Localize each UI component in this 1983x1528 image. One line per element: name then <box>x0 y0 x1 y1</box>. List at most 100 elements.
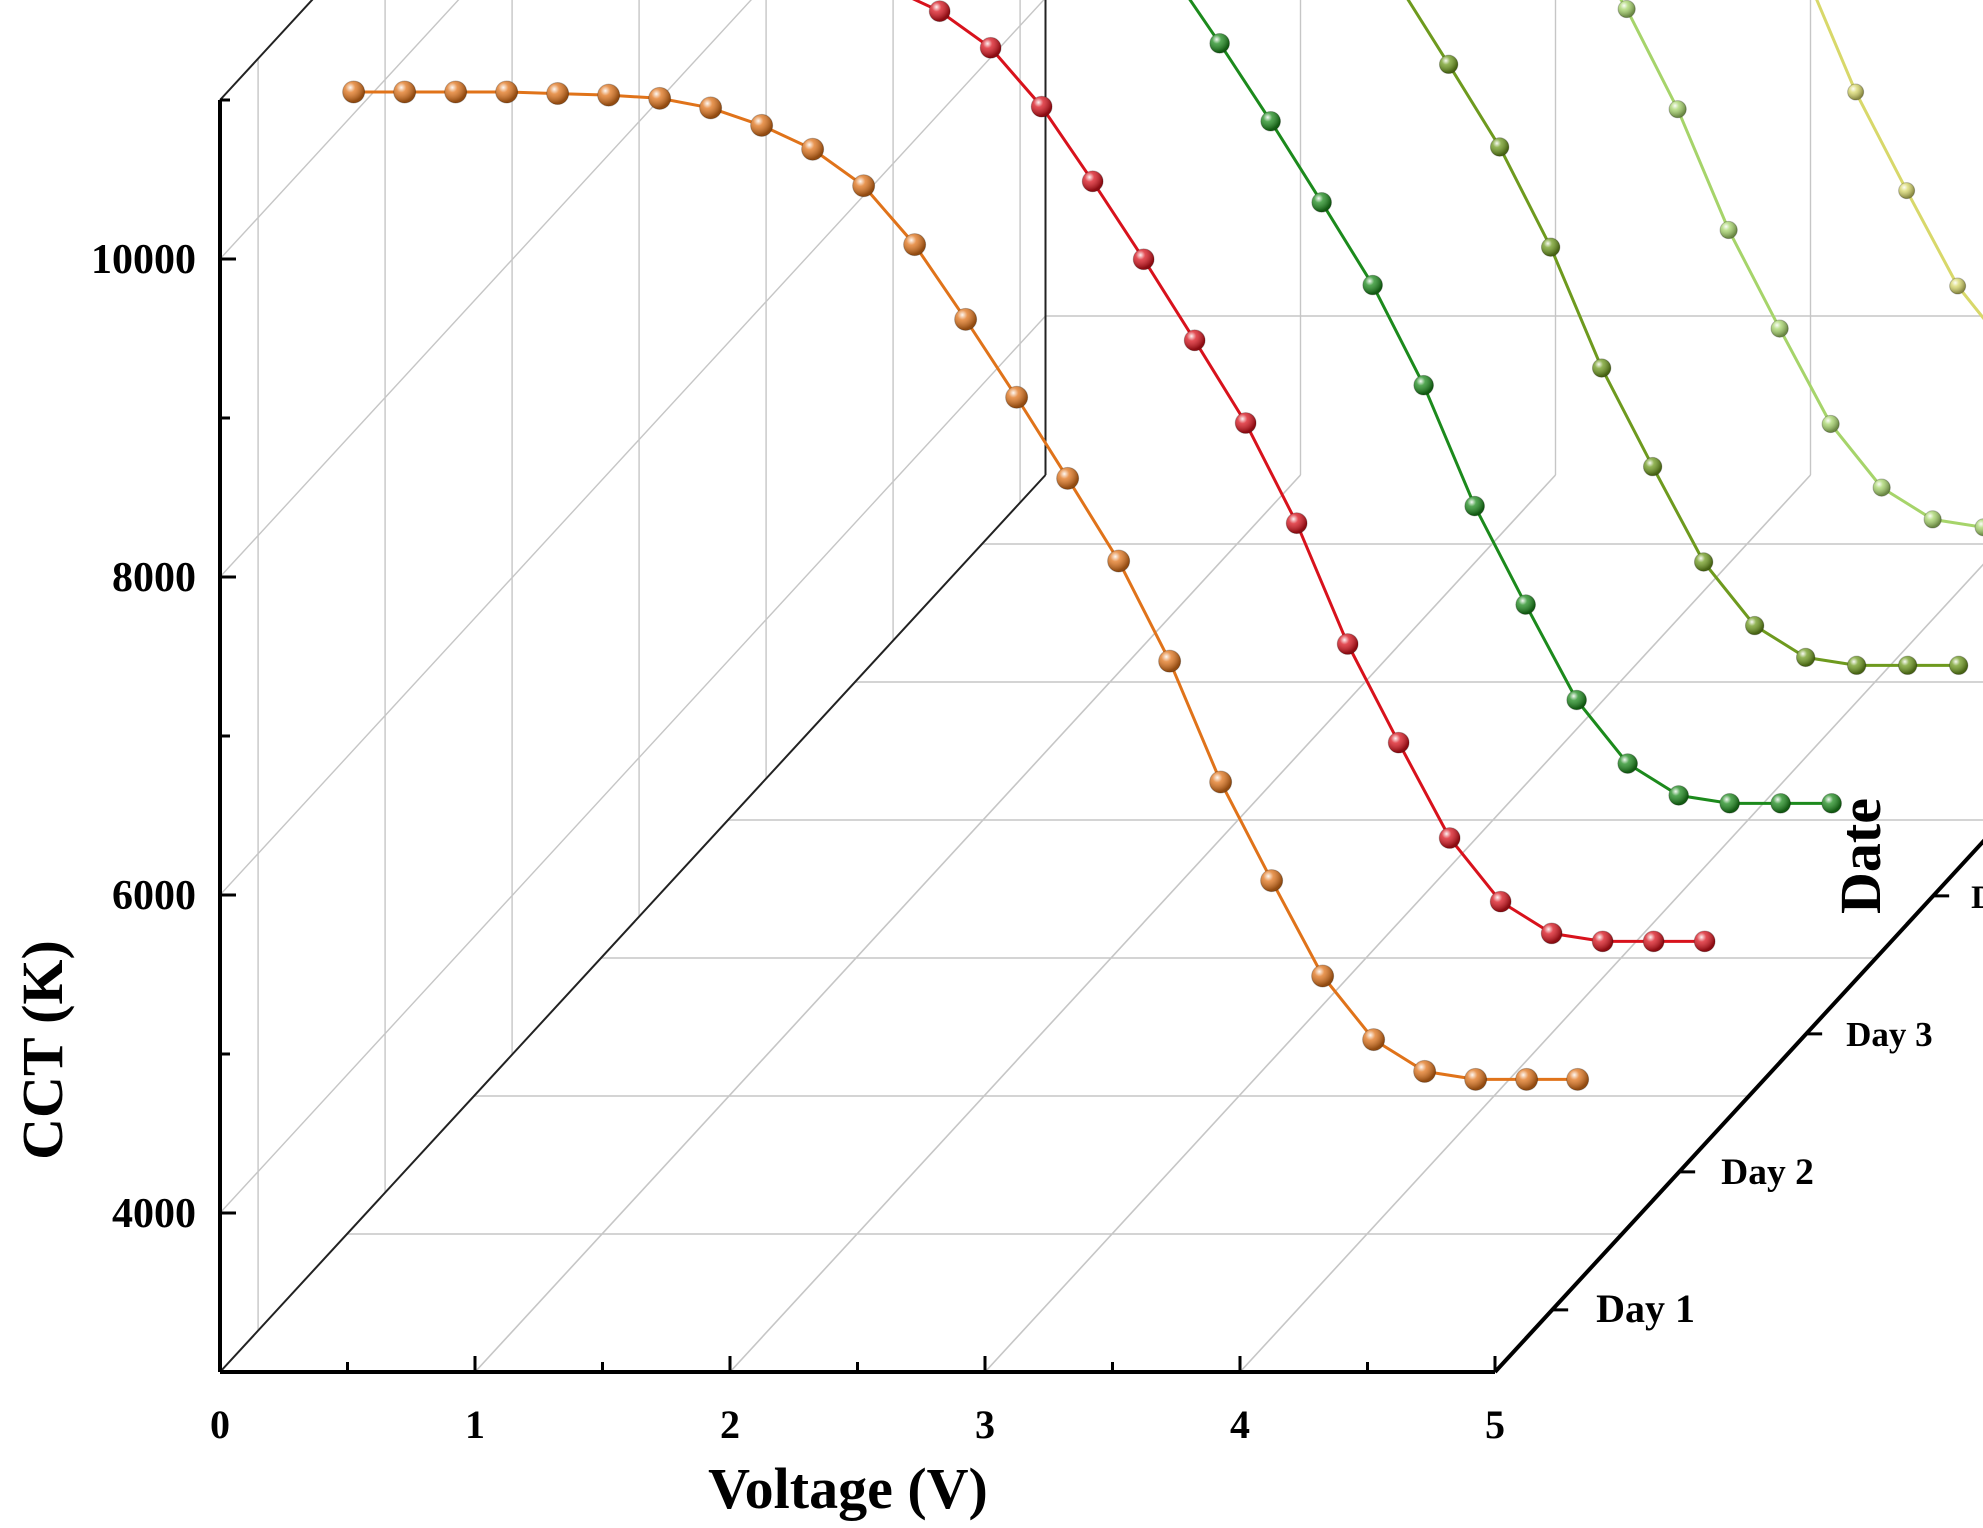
data-point-highlight <box>342 80 365 103</box>
data-point-highlight <box>1592 358 1611 378</box>
data-point-highlight <box>1949 278 1966 294</box>
x-tick-label: 2 <box>720 1402 740 1447</box>
z-axis-title: Date <box>1828 798 1893 914</box>
data-point-highlight <box>1898 182 1915 199</box>
series-line <box>1116 0 1983 251</box>
data-point-highlight <box>1566 1068 1589 1091</box>
data-point-highlight <box>1031 96 1053 117</box>
z-tick-label: Day 1 <box>1596 1286 1695 1331</box>
y-tick-label: 4000 <box>112 1191 196 1237</box>
data-point-highlight <box>750 114 773 137</box>
data-point-highlight <box>1413 1060 1436 1083</box>
data-point-highlight <box>1464 1068 1487 1091</box>
series-day-5 <box>1617 0 1983 537</box>
data-point-highlight <box>852 174 875 197</box>
data-point-highlight <box>1566 690 1587 710</box>
data-point-highlight <box>393 80 416 103</box>
data-point-highlight <box>1821 793 1842 814</box>
data-point-highlight <box>546 82 569 105</box>
frame-edge <box>219 0 314 101</box>
x-axis-title: Voltage (V) <box>708 1456 988 1521</box>
data-point-highlight <box>1209 33 1230 54</box>
floor-grid-line <box>729 474 1557 1373</box>
data-point-highlight <box>648 87 671 110</box>
data-point-highlight <box>1720 221 1738 239</box>
data-point-highlight <box>1618 0 1636 18</box>
data-point-highlight <box>1337 633 1359 655</box>
axis-labels: Voltage (V) CCT (K) Date 0 1 2 3 4 5 4000 6000 8… <box>10 237 1983 1521</box>
data-point-highlight <box>1490 891 1512 912</box>
x-tick-label: 3 <box>975 1402 995 1447</box>
series-line <box>912 0 1705 943</box>
floor-grid-line <box>1239 563 1983 1373</box>
data-point-highlight <box>1515 1068 1538 1091</box>
series-line <box>1815 0 1983 320</box>
data-point-highlight <box>1669 100 1687 118</box>
data-point-highlight <box>1643 930 1665 952</box>
data-point-highlight <box>1873 479 1891 497</box>
data-point-highlight <box>1643 457 1662 476</box>
y-axis-title: CCT (K) <box>10 940 75 1160</box>
series-line <box>1188 0 1832 805</box>
data-point-highlight <box>1184 329 1206 351</box>
floor-grid-line <box>474 474 1302 1373</box>
data-point-highlight <box>1413 375 1434 395</box>
x-tick-label: 1 <box>465 1402 485 1447</box>
wall-grid-line <box>219 0 1045 896</box>
data-point-highlight <box>1056 467 1079 490</box>
series-line <box>1619 0 1983 529</box>
data-point-highlight <box>1592 930 1614 952</box>
data-point-highlight <box>1898 656 1917 675</box>
data-point-highlight <box>699 96 722 119</box>
data-point-highlight <box>444 80 467 103</box>
data-point-highlight <box>1311 192 1332 213</box>
data-point-highlight <box>1107 550 1130 573</box>
data-point-highlight <box>1617 753 1638 774</box>
y-tick-label: 8000 <box>112 555 196 601</box>
data-point-highlight <box>1668 785 1689 806</box>
series-day-7 <box>1108 0 1983 259</box>
data-point-highlight <box>1209 771 1232 794</box>
series-day-1 <box>342 80 1590 1091</box>
data-point-highlight <box>980 37 1002 59</box>
wall-grid-line <box>219 0 460 260</box>
series-day-6 <box>1815 0 1983 320</box>
data-point-highlight <box>1311 965 1334 987</box>
data-point-highlight <box>1133 248 1155 270</box>
data-point-highlight <box>1541 237 1560 257</box>
data-point-highlight <box>1464 496 1485 516</box>
series-line <box>353 90 1578 1081</box>
floor-grid-line <box>984 474 1812 1373</box>
axes-frame <box>218 0 1983 1374</box>
data-point-highlight <box>1949 656 1968 675</box>
wall-grid-line <box>219 315 1047 1214</box>
z-tick-label: Day 2 <box>1721 1152 1814 1193</box>
data-point-highlight <box>1005 386 1028 409</box>
series-day-2 <box>912 0 1716 953</box>
data-point-highlight <box>1260 111 1281 132</box>
data-point-highlight <box>1694 552 1713 572</box>
data-point-highlight <box>597 84 620 107</box>
data-point-highlight <box>1260 869 1283 892</box>
data-point-highlight <box>1975 518 1983 536</box>
y-tick-label: 10000 <box>91 237 196 283</box>
data-point-highlight <box>801 138 824 161</box>
data-point-highlight <box>1235 412 1257 434</box>
data-point-highlight <box>1745 616 1764 635</box>
data-point-highlight <box>1490 137 1509 157</box>
data-point-highlight <box>495 80 518 103</box>
series-day-4 <box>1406 0 1969 676</box>
data-point-highlight <box>929 0 951 22</box>
x-tick-label: 5 <box>1485 1402 1505 1447</box>
data-point-highlight <box>1515 594 1536 615</box>
data-series <box>342 0 1983 1091</box>
data-point-highlight <box>1362 1028 1385 1051</box>
data-point-highlight <box>1822 415 1840 433</box>
data-point-highlight <box>1694 930 1716 952</box>
data-point-highlight <box>1771 320 1789 338</box>
data-point-highlight <box>1924 510 1942 528</box>
data-point-highlight <box>1541 923 1563 944</box>
x-tick-label: 0 <box>210 1402 230 1447</box>
x-tick-label: 4 <box>1230 1402 1250 1447</box>
